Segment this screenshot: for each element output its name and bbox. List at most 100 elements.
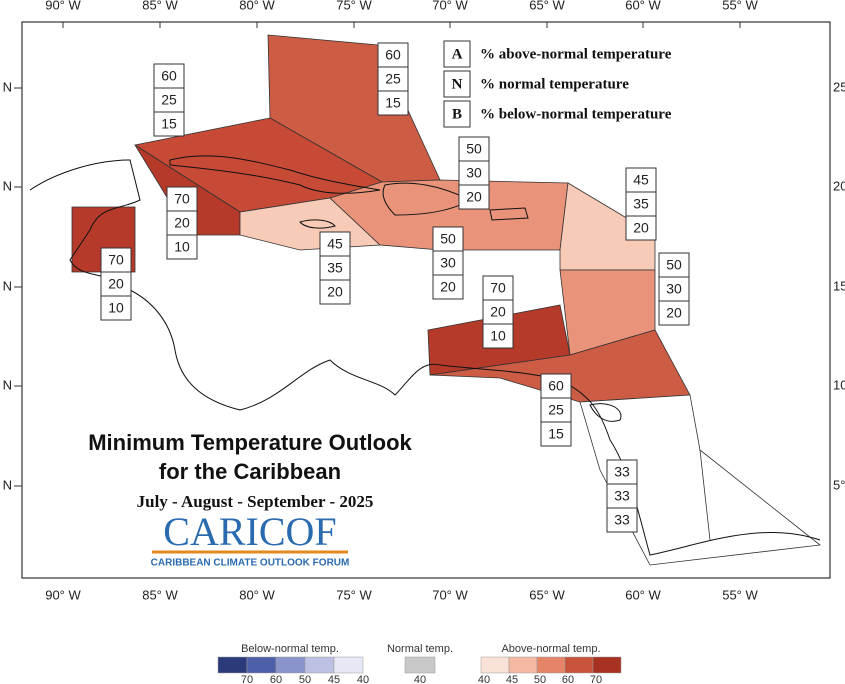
- lon-label-top: 90° W: [45, 0, 81, 12]
- probability-cell: [319, 255, 351, 281]
- probability-value: 33: [614, 464, 630, 480]
- probability-boxes: 60 25 15 60 25 15 50 30 20 70 20 10 70 20 10 45 35 20 50 30…: [100, 42, 690, 533]
- colorbar-swatch: [564, 656, 594, 674]
- colorbar-swatch: [508, 656, 538, 674]
- colorbar-swatch: [480, 656, 510, 674]
- probability-cell: [658, 252, 690, 278]
- logo-subtitle: CARIBBEAN CLIMATE OUTLOOK FORUM: [151, 558, 350, 569]
- lat-label-left: N: [3, 377, 12, 392]
- colorbar-swatch: [275, 656, 306, 674]
- colorbar-swatch: [304, 656, 335, 674]
- lat-label-right: 5°: [833, 477, 845, 492]
- colorbar-tick: 70: [241, 674, 253, 684]
- title: Minimum Temperature Outlook: [88, 430, 412, 455]
- probability-value: 25: [161, 92, 177, 108]
- probability-cell: [377, 42, 409, 68]
- colorbar: Below-normal temp. Normal temp. Above-no…: [217, 643, 622, 684]
- regions: [71, 34, 822, 566]
- logo: CARICOF: [163, 509, 336, 554]
- probability-cell: [458, 184, 490, 210]
- probability-value: 20: [440, 279, 456, 295]
- probability-value: 20: [108, 276, 124, 292]
- colorbar-swatch: [592, 656, 622, 674]
- probability-cell: [606, 483, 638, 509]
- probability-cell: [153, 63, 185, 89]
- lon-label-top: 75° W: [336, 0, 372, 12]
- probability-cell: [153, 111, 185, 137]
- lon-label-top: 70° W: [432, 0, 468, 12]
- probability-value: 25: [385, 71, 401, 87]
- colorbar-tick: 40: [357, 674, 369, 684]
- colorbar-swatch: [404, 656, 436, 674]
- lon-label-bottom: 60° W: [625, 587, 661, 602]
- probability-value: 50: [440, 231, 456, 247]
- colorbar-above-label: Above-normal temp.: [501, 643, 600, 655]
- probability-value: 10: [108, 300, 124, 316]
- lat-label-right: 25°: [833, 79, 845, 94]
- probability-cell: [100, 295, 132, 321]
- probability-value: 30: [666, 281, 682, 297]
- colorbar-tick: 60: [270, 674, 282, 684]
- axes: 90° W 90° W 85° W 85° W 80° W 80° W 75° W 75° W…: [3, 0, 845, 602]
- coastline-hispaniola: [382, 182, 472, 216]
- lon-label-top: 60° W: [625, 0, 661, 12]
- colorbar-swatch: [536, 656, 566, 674]
- probability-cell: [625, 215, 657, 241]
- probability-cell: [482, 299, 514, 325]
- lon-label-bottom: 90° W: [45, 587, 81, 602]
- lon-label-bottom: 70° W: [432, 587, 468, 602]
- probability-cell: [100, 247, 132, 273]
- lon-label-bottom: 80° W: [239, 587, 275, 602]
- lon-label-bottom: 85° W: [142, 587, 178, 602]
- probability-cell: [625, 167, 657, 193]
- region-border: [699, 449, 711, 541]
- probability-cell: [153, 87, 185, 113]
- probability-value: 10: [174, 239, 190, 255]
- colorbar-swatch: [246, 656, 277, 674]
- probability-cell: [540, 397, 572, 423]
- lat-label-left: N: [3, 278, 12, 293]
- lon-label-top: 65° W: [529, 0, 565, 12]
- probability-cell: [540, 421, 572, 447]
- probability-value: 15: [548, 426, 564, 442]
- probability-value: 20: [327, 284, 343, 300]
- lon-label-bottom: 55° W: [722, 587, 758, 602]
- coastline-cuba: [169, 155, 381, 194]
- coastline-trinidad: [589, 403, 622, 422]
- lat-label-left: N: [3, 79, 12, 94]
- key-box: [443, 70, 471, 98]
- probability-value: 60: [161, 68, 177, 84]
- probability-value: 35: [633, 196, 649, 212]
- probability-cell: [166, 186, 198, 212]
- key-text: % above-normal temperature: [480, 46, 672, 62]
- probability-cell: [432, 250, 464, 276]
- probability-value: 70: [490, 280, 506, 296]
- probability-value: 30: [440, 255, 456, 271]
- probability-cell: [458, 136, 490, 162]
- probability-value: 15: [385, 95, 401, 111]
- colorbar-swatch: [333, 656, 364, 674]
- title-line2: for the Caribbean: [159, 459, 341, 484]
- probability-cell: [319, 279, 351, 305]
- probability-cell: [540, 373, 572, 399]
- colorbar-tick: 45: [506, 674, 518, 684]
- lon-label-top: 85° W: [142, 0, 178, 12]
- probability-cell: [658, 276, 690, 302]
- probability-value: 15: [161, 116, 177, 132]
- key-text: % normal temperature: [480, 76, 629, 92]
- probability-cell: [482, 323, 514, 349]
- lon-label-bottom: 65° W: [529, 587, 565, 602]
- lat-label-right: 20°: [833, 178, 845, 193]
- probability-value: 35: [327, 260, 343, 276]
- probability-cell: [458, 160, 490, 186]
- probability-cell: [432, 274, 464, 300]
- probability-cell: [658, 300, 690, 326]
- probability-value: 45: [327, 236, 343, 252]
- probability-value: 33: [614, 512, 630, 528]
- colorbar-tick: 70: [590, 674, 602, 684]
- colorbar-tick: 40: [478, 674, 490, 684]
- probability-value: 10: [490, 328, 506, 344]
- key-letter: N: [452, 76, 463, 92]
- probability-value: 60: [385, 47, 401, 63]
